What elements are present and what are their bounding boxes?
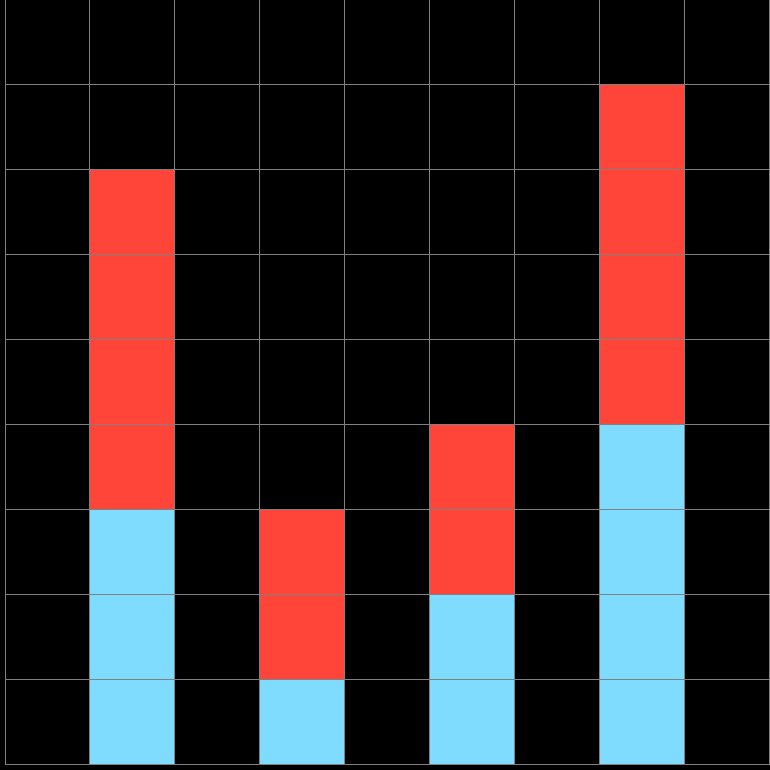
empty-cell[interactable] <box>515 255 600 340</box>
empty-cell[interactable] <box>260 340 345 425</box>
blue-block[interactable] <box>90 680 175 765</box>
empty-cell[interactable] <box>600 0 685 85</box>
empty-cell[interactable] <box>515 0 600 85</box>
empty-cell[interactable] <box>345 170 430 255</box>
blue-block[interactable] <box>600 425 685 510</box>
red-block[interactable] <box>260 510 345 595</box>
empty-cell[interactable] <box>175 85 260 170</box>
red-block[interactable] <box>430 510 515 595</box>
empty-cell[interactable] <box>5 595 90 680</box>
empty-cell[interactable] <box>175 595 260 680</box>
blue-block[interactable] <box>90 510 175 595</box>
game-board <box>5 0 770 765</box>
empty-cell[interactable] <box>345 595 430 680</box>
empty-cell[interactable] <box>430 0 515 85</box>
empty-cell[interactable] <box>685 425 770 510</box>
blue-block[interactable] <box>430 595 515 680</box>
empty-cell[interactable] <box>90 85 175 170</box>
empty-cell[interactable] <box>5 510 90 595</box>
red-block[interactable] <box>90 340 175 425</box>
blue-block[interactable] <box>260 680 345 765</box>
empty-cell[interactable] <box>430 255 515 340</box>
empty-cell[interactable] <box>515 425 600 510</box>
empty-cell[interactable] <box>685 0 770 85</box>
empty-cell[interactable] <box>685 85 770 170</box>
empty-cell[interactable] <box>515 340 600 425</box>
empty-cell[interactable] <box>175 340 260 425</box>
blue-block[interactable] <box>430 680 515 765</box>
empty-cell[interactable] <box>90 0 175 85</box>
red-block[interactable] <box>600 85 685 170</box>
blue-block[interactable] <box>600 510 685 595</box>
empty-cell[interactable] <box>685 510 770 595</box>
empty-cell[interactable] <box>5 85 90 170</box>
blue-block[interactable] <box>600 595 685 680</box>
empty-cell[interactable] <box>5 0 90 85</box>
empty-cell[interactable] <box>345 340 430 425</box>
empty-cell[interactable] <box>5 340 90 425</box>
empty-cell[interactable] <box>5 680 90 765</box>
empty-cell[interactable] <box>515 680 600 765</box>
empty-cell[interactable] <box>260 85 345 170</box>
empty-cell[interactable] <box>515 85 600 170</box>
empty-cell[interactable] <box>345 0 430 85</box>
blue-block[interactable] <box>600 680 685 765</box>
empty-cell[interactable] <box>175 170 260 255</box>
empty-cell[interactable] <box>685 255 770 340</box>
empty-cell[interactable] <box>515 510 600 595</box>
empty-cell[interactable] <box>685 680 770 765</box>
empty-cell[interactable] <box>5 425 90 510</box>
empty-cell[interactable] <box>175 425 260 510</box>
empty-cell[interactable] <box>345 680 430 765</box>
empty-cell[interactable] <box>685 595 770 680</box>
red-block[interactable] <box>430 425 515 510</box>
red-block[interactable] <box>600 255 685 340</box>
empty-cell[interactable] <box>430 170 515 255</box>
empty-cell[interactable] <box>345 255 430 340</box>
empty-cell[interactable] <box>260 170 345 255</box>
empty-cell[interactable] <box>685 170 770 255</box>
red-block[interactable] <box>260 595 345 680</box>
empty-cell[interactable] <box>515 170 600 255</box>
empty-cell[interactable] <box>175 255 260 340</box>
empty-cell[interactable] <box>345 510 430 595</box>
red-block[interactable] <box>600 340 685 425</box>
empty-cell[interactable] <box>345 85 430 170</box>
empty-cell[interactable] <box>260 255 345 340</box>
empty-cell[interactable] <box>685 340 770 425</box>
red-block[interactable] <box>90 255 175 340</box>
empty-cell[interactable] <box>345 425 430 510</box>
empty-cell[interactable] <box>260 425 345 510</box>
blue-block[interactable] <box>90 595 175 680</box>
empty-cell[interactable] <box>260 0 345 85</box>
empty-cell[interactable] <box>515 595 600 680</box>
empty-cell[interactable] <box>175 0 260 85</box>
empty-cell[interactable] <box>175 510 260 595</box>
empty-cell[interactable] <box>430 85 515 170</box>
empty-cell[interactable] <box>175 680 260 765</box>
empty-cell[interactable] <box>430 340 515 425</box>
empty-cell[interactable] <box>5 255 90 340</box>
empty-cell[interactable] <box>5 170 90 255</box>
red-block[interactable] <box>600 170 685 255</box>
red-block[interactable] <box>90 425 175 510</box>
red-block[interactable] <box>90 170 175 255</box>
